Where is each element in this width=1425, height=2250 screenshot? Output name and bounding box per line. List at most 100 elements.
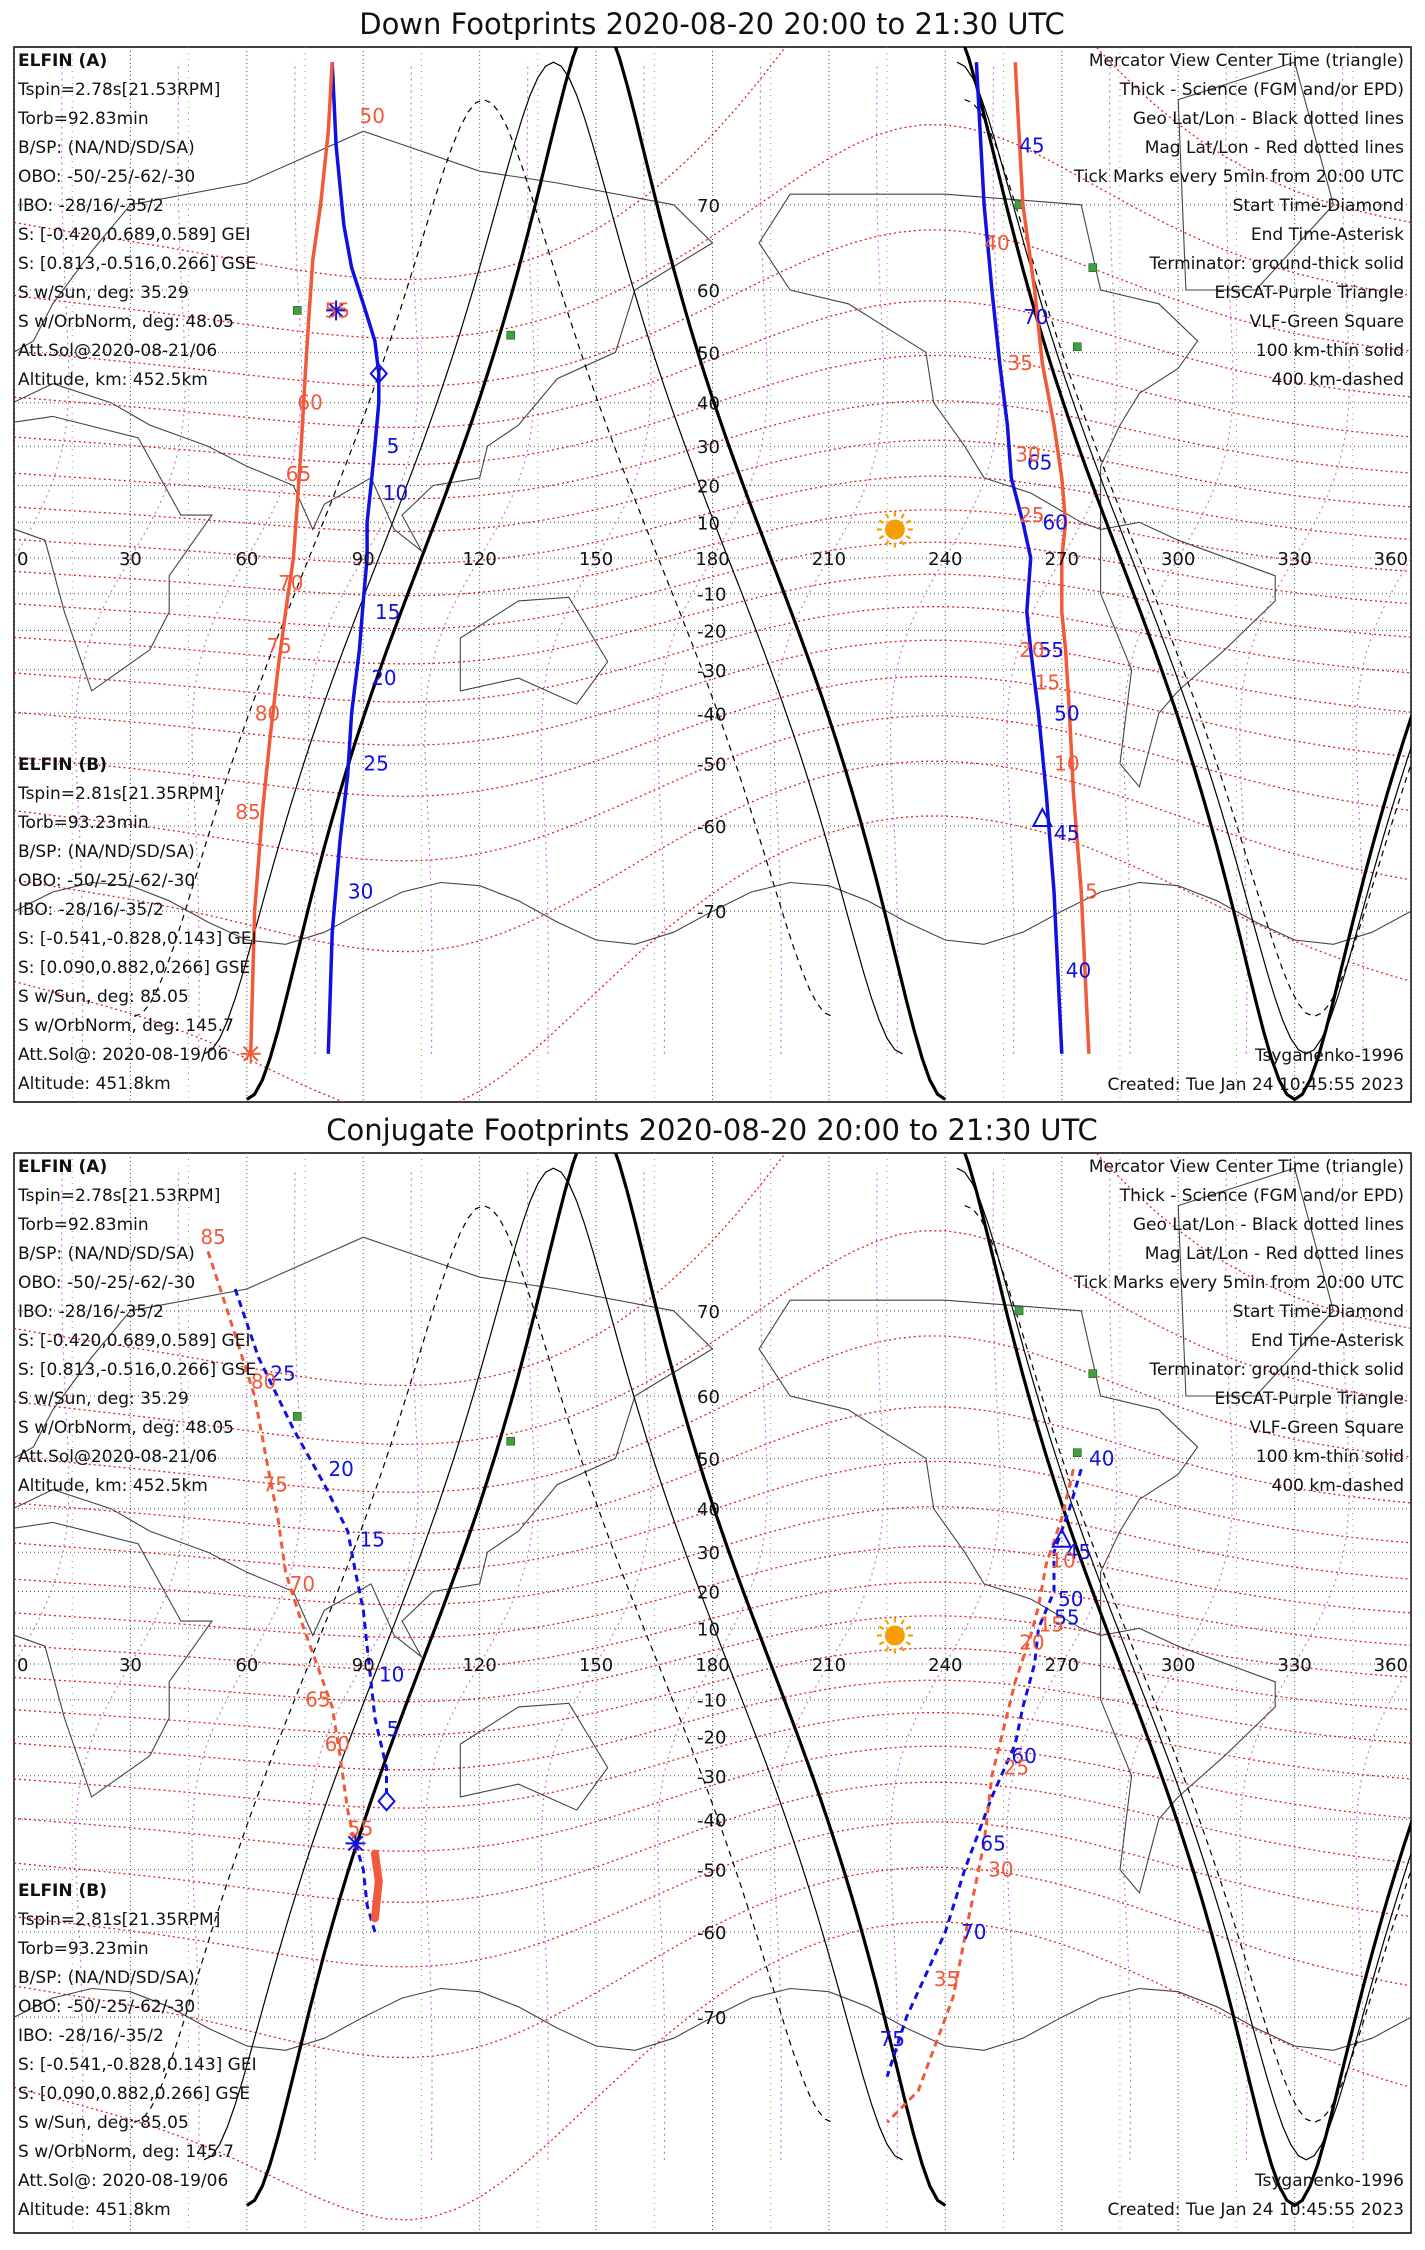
coastline bbox=[1100, 1627, 1276, 1894]
minute-tick-label: 55 bbox=[348, 1817, 373, 1841]
coastline bbox=[14, 130, 714, 552]
lat-tick-label: 10 bbox=[697, 1619, 720, 1640]
elfin-b-track bbox=[370, 1849, 383, 1923]
elfin-b-info-line: S: [0.090,0.882,0.266] GSE bbox=[18, 958, 250, 978]
coastline bbox=[14, 1521, 213, 1798]
sun-ray bbox=[878, 535, 885, 540]
elfin-a-info-line: IBO: -28/16/-35/2 bbox=[18, 1302, 164, 1322]
minute-tick-label: 65 bbox=[286, 462, 311, 486]
coastline bbox=[1177, 1167, 1335, 1397]
lat-tick-label: -30 bbox=[697, 661, 726, 682]
lon-tick-label: 240 bbox=[928, 1655, 962, 1676]
mag-lon-line bbox=[74, 1168, 186, 2160]
elfin-a-info-line: S w/OrbNorm, deg: 48.05 bbox=[18, 312, 234, 332]
down-footprints-panel: Down Footprints 2020-08-20 20:00 to 21:3… bbox=[13, 7, 1412, 1103]
mag-lat-line bbox=[14, 541, 1411, 630]
minute-tick-label: 40 bbox=[1089, 1446, 1114, 1470]
lon-tick-label: 360 bbox=[1374, 1655, 1408, 1676]
lat-tick-label: -50 bbox=[697, 755, 726, 776]
lat-tick-label: -40 bbox=[697, 704, 726, 725]
model-label: Tsyganenko-1996 bbox=[1254, 2171, 1404, 2191]
sun-ray bbox=[905, 1641, 912, 1646]
lon-tick-label: 180 bbox=[695, 1655, 729, 1676]
elfin-a-name: ELFIN (A) bbox=[18, 51, 107, 71]
created-label: Created: Tue Jan 24 10:45:55 2023 bbox=[1107, 2200, 1404, 2220]
sun-ray bbox=[905, 535, 912, 540]
coastline bbox=[758, 1299, 1199, 1637]
elfin-a-info: ELFIN (A) Tspin=2.78s[21.53RPM] Torb=92.… bbox=[17, 51, 256, 390]
elfin-b-info-line: OBO: -50/-25/-62/-30 bbox=[18, 1997, 195, 2017]
terminator-ground bbox=[963, 47, 1411, 1102]
elfin-b-info-line: S: [-0.541,-0.828,0.143] GEI bbox=[18, 929, 257, 949]
mag-lat-line bbox=[14, 475, 1411, 565]
terminator-100km bbox=[203, 1167, 903, 2161]
elfin-b-track bbox=[206, 1250, 357, 1849]
minute-tick-label: 5 bbox=[1085, 879, 1098, 903]
minute-tick-label: 60 bbox=[325, 1732, 350, 1756]
elfin-a-info-line: OBO: -50/-25/-62/-30 bbox=[18, 1273, 195, 1293]
lat-tick-label: -70 bbox=[697, 2008, 726, 2029]
minute-tick-label: 65 bbox=[1027, 450, 1052, 474]
sun-ray bbox=[884, 540, 890, 546]
sun-ray bbox=[900, 1619, 905, 1625]
vlf-station-square bbox=[1072, 342, 1082, 352]
lon-tick-label: 300 bbox=[1161, 1655, 1195, 1676]
mag-lat-line bbox=[14, 1712, 1411, 1809]
elfin-a-info-line: Att.Sol@2020-08-21/06 bbox=[18, 1447, 217, 1467]
elfin-a-track bbox=[233, 1288, 388, 1793]
mag-lon-line bbox=[1355, 556, 1411, 1054]
elfin-b-info-line: S w/OrbNorm, deg: 145.7 bbox=[18, 2142, 234, 2162]
minute-tick-label: 50 bbox=[359, 104, 384, 128]
mag-lon-line bbox=[889, 62, 1001, 1054]
mag-lat-line bbox=[14, 639, 1411, 746]
vlf-station-square bbox=[1072, 1448, 1082, 1458]
elfin-b-info-line: Altitude: 451.8km bbox=[18, 1074, 171, 1094]
minute-tick-label: 20 bbox=[371, 666, 396, 690]
mag-lat-line bbox=[14, 509, 1411, 597]
created-label: Created: Tue Jan 24 10:45:55 2023 bbox=[1107, 1075, 1404, 1095]
minute-tick-label: 60 bbox=[1042, 510, 1067, 534]
vlf-station-square bbox=[1088, 1369, 1098, 1378]
minute-tick-label: 25 bbox=[363, 752, 388, 776]
mag-lon-line bbox=[540, 1168, 652, 2160]
model-label: Tsyganenko-1996 bbox=[1254, 1046, 1404, 1066]
lat-tick-label: -10 bbox=[697, 1691, 726, 1712]
terminator-400km bbox=[134, 98, 834, 1017]
mag-lon-line bbox=[656, 62, 769, 1054]
lon-tick-label: 150 bbox=[579, 549, 613, 570]
vlf-station-square bbox=[506, 1436, 516, 1446]
lat-tick-label: 20 bbox=[697, 476, 720, 497]
lon-tick-label: 30 bbox=[119, 1655, 142, 1676]
end-asterisk-marker bbox=[242, 1045, 259, 1062]
minute-tick-label: 75 bbox=[879, 2027, 904, 2051]
minute-tick-label: 70 bbox=[1023, 305, 1048, 329]
elfin-a-track bbox=[885, 1468, 1083, 2078]
elfin-b-info-line: Torb=93.23min bbox=[17, 813, 149, 833]
legend-line: Mercator View Center Time (triangle) bbox=[1089, 1157, 1404, 1177]
elfin-a-name: ELFIN (A) bbox=[18, 1157, 107, 1177]
lat-tick-label: 40 bbox=[697, 394, 720, 415]
elfin-b-info-line: IBO: -28/16/-35/2 bbox=[18, 900, 164, 920]
mag-lon-line bbox=[1122, 62, 1234, 1054]
minute-tick-label: 55 bbox=[325, 298, 350, 322]
minute-tick-label: 15 bbox=[1035, 670, 1060, 694]
coastline bbox=[14, 1236, 714, 1658]
lon-tick-label: 330 bbox=[1277, 1655, 1311, 1676]
legend-line: Tick Marks every 5min from 20:00 UTC bbox=[1073, 167, 1404, 187]
elfin-b-track bbox=[1013, 62, 1091, 1054]
elfin-a-track bbox=[326, 62, 381, 1054]
lon-tick-label: 120 bbox=[462, 1655, 496, 1676]
mag-lon-line bbox=[191, 1168, 303, 2160]
lat-tick-label: -40 bbox=[697, 1810, 726, 1831]
minute-tick-label: 45 bbox=[1066, 1540, 1091, 1564]
mag-lon-line bbox=[1006, 62, 1118, 1054]
mag-lon-line bbox=[540, 62, 652, 1054]
start-diamond-marker bbox=[377, 1790, 396, 1812]
minute-tick-label: 55 bbox=[1054, 1605, 1079, 1629]
terminator-400km bbox=[964, 1205, 1411, 2124]
elfin-b-info-line: S w/Sun, deg: 85.05 bbox=[18, 2113, 189, 2133]
legend-line: Geo Lat/Lon - Black dotted lines bbox=[1133, 109, 1404, 129]
mag-lat-line bbox=[14, 1545, 1411, 1639]
elfin-b-info-line: Altitude: 451.8km bbox=[18, 2200, 171, 2220]
lat-tick-label: 50 bbox=[697, 1449, 720, 1470]
